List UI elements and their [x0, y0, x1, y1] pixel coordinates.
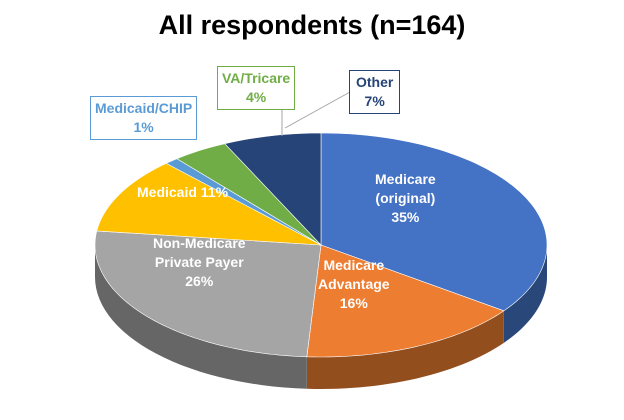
slice-label-line: Medicare — [323, 257, 385, 273]
slice-label-line: Other — [356, 74, 394, 90]
label-medicare-original: Medicare (original) 35% — [375, 170, 436, 227]
slice-label-line: (original) — [375, 190, 436, 206]
pie-slice — [320, 132, 548, 312]
label-va-tricare: VA/Tricare 4% — [217, 66, 296, 110]
slice-value: 35% — [391, 209, 420, 225]
pie-slice — [96, 163, 322, 246]
label-medicaid-chip: Medicaid/CHIP 1% — [90, 96, 198, 140]
label-other: Other 7% — [349, 70, 401, 114]
leader-line — [284, 91, 351, 129]
pie-slice — [306, 244, 505, 358]
slice-label-line: Medicare — [375, 171, 436, 187]
label-medicaid: Medicaid 11% — [137, 183, 228, 202]
label-medicare-advantage: Medicare Advantage 16% — [318, 256, 390, 313]
slice-value: 4% — [246, 89, 267, 105]
slice-label-line: Medicaid — [137, 184, 197, 200]
chart-title: All respondents (n=164) — [158, 10, 466, 40]
slice-label-line: Advantage — [318, 276, 390, 292]
slice-label-line: Non-Medicare — [153, 235, 246, 251]
slice-value: 11% — [200, 184, 229, 200]
slice-label-line: Private Payer — [154, 254, 244, 270]
pie-slice — [176, 143, 322, 246]
pie-slice-side — [95, 245, 307, 389]
pie-slice-side — [503, 245, 547, 343]
slice-value: 1% — [133, 119, 154, 135]
pie-slice — [94, 230, 322, 358]
slice-label-line: Medicaid/CHIP — [95, 100, 193, 116]
pie-slice-side — [306, 310, 504, 389]
slice-value: 7% — [364, 93, 385, 109]
slice-label-line: VA/Tricare — [222, 70, 291, 86]
slice-value: 16% — [339, 295, 368, 311]
pie-slice — [224, 132, 322, 246]
label-non-medicare-private: Non-Medicare Private Payer 26% — [153, 234, 246, 291]
slice-value: 26% — [185, 273, 214, 289]
